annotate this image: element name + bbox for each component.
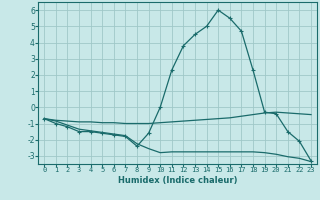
- X-axis label: Humidex (Indice chaleur): Humidex (Indice chaleur): [118, 176, 237, 185]
